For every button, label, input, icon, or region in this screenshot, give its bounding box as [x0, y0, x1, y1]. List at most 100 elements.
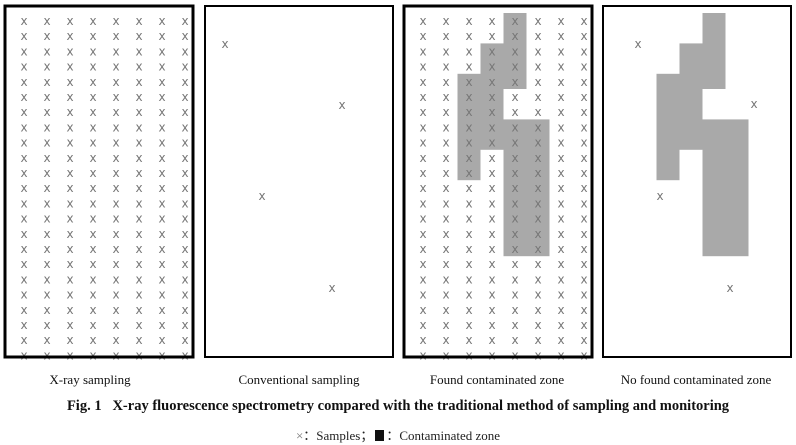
sample-mark: x [442, 181, 449, 195]
sample-mark: x [20, 75, 27, 89]
sample-mark: x [465, 272, 472, 286]
sample-mark: x [557, 166, 564, 180]
sample-mark: x [488, 90, 495, 104]
sample-mark: x [534, 75, 541, 89]
sample-mark: x [580, 166, 587, 180]
sample-mark: x [580, 120, 587, 134]
sample-mark: x [43, 75, 50, 89]
sample-mark: x [488, 151, 495, 165]
sample-mark: x [419, 60, 426, 74]
sample-mark: x [89, 105, 96, 119]
panel-background [5, 6, 193, 357]
sample-mark: x [135, 181, 142, 195]
sample-mark: x [580, 257, 587, 271]
sample-mark: x [511, 303, 518, 317]
sample-mark: x [158, 272, 165, 286]
sample-mark: x [557, 14, 564, 28]
sample-symbol: × [295, 428, 304, 443]
sample-mark: x [66, 303, 73, 317]
sample-mark: x [135, 60, 142, 74]
panel-border [402, 4, 594, 359]
panel-4: x x x x [602, 5, 792, 358]
sample-mark: x [419, 90, 426, 104]
sample-mark: x [580, 14, 587, 28]
sample-mark: x [89, 303, 96, 317]
sample-mark: x [112, 196, 119, 210]
sample-mark: x [534, 348, 541, 362]
sample-mark: x [135, 257, 142, 271]
sample-mark: x [534, 120, 541, 134]
sample-mark: x [534, 242, 541, 256]
contaminated-zone-cell [656, 73, 680, 181]
sample-mark: x [488, 44, 495, 58]
sample-mark: x [135, 318, 142, 332]
sample-mark: x [534, 288, 541, 302]
sample-mark: x [557, 44, 564, 58]
contaminated-zone-cell [725, 119, 749, 257]
sample-mark: x [580, 196, 587, 210]
sample-mark: x [112, 348, 119, 362]
panel-border [3, 4, 195, 359]
sample-mark: x [89, 151, 96, 165]
sample-mark: x [66, 181, 73, 195]
sample-mark: x [465, 151, 472, 165]
sample-mark: x [465, 348, 472, 362]
sample-mark: x [511, 181, 518, 195]
sample-mark: x [66, 60, 73, 74]
sample-mark: x [534, 272, 541, 286]
sample-mark: x [135, 136, 142, 150]
sample-mark: x [66, 288, 73, 302]
sample-mark: x [112, 75, 119, 89]
sample-mark: x [442, 29, 449, 43]
sample-mark: x [66, 242, 73, 256]
sample-mark: x [488, 257, 495, 271]
sample-mark: x [419, 242, 426, 256]
sample-mark: x [20, 272, 27, 286]
legend-zone: ：Contaminated zone [386, 428, 501, 443]
sample-mark: x [442, 90, 449, 104]
sample-mark: x [488, 29, 495, 43]
sample-mark: x [89, 212, 96, 226]
sample-mark: x [511, 75, 518, 89]
sample-mark: x [112, 318, 119, 332]
panel-border [204, 5, 394, 358]
sample-mark: x [557, 288, 564, 302]
sample-mark: x [488, 348, 495, 362]
sample-mark: x [442, 166, 449, 180]
sample-mark: x [43, 212, 50, 226]
sample-mark: x [465, 227, 472, 241]
sample-mark: x [419, 257, 426, 271]
sample-mark: x [511, 212, 518, 226]
sample-mark: x [20, 196, 27, 210]
sample-mark: x [419, 303, 426, 317]
sample-mark: x [511, 151, 518, 165]
sample-mark: x [66, 29, 73, 43]
sample-mark: x [135, 272, 142, 286]
sample-mark: x [66, 196, 73, 210]
sample-mark: x [181, 196, 188, 210]
sample-mark: x [112, 151, 119, 165]
sample-mark: x [89, 318, 96, 332]
contaminated-zone-cell [503, 13, 527, 89]
sample-mark: x [135, 227, 142, 241]
sample-mark: x [112, 105, 119, 119]
sample-mark: x [43, 257, 50, 271]
sample-mark: x [181, 212, 188, 226]
sample-mark: x [534, 166, 541, 180]
sample-mark: x [488, 120, 495, 134]
sample-mark: x [511, 90, 518, 104]
legend: ×：Samples； ：Contaminated zone [0, 425, 796, 444]
sample-mark: x [511, 196, 518, 210]
sample-mark: x [158, 333, 165, 347]
sample-mark: x [656, 189, 663, 203]
sample-mark: x [488, 196, 495, 210]
sample-mark: x [158, 44, 165, 58]
sample-mark: x [750, 97, 757, 111]
sample-mark: x [580, 44, 587, 58]
sample-mark: x [557, 333, 564, 347]
sample-mark: x [112, 90, 119, 104]
sample-mark: x [557, 120, 564, 134]
sample-mark: x [181, 120, 188, 134]
sample-mark: x [419, 196, 426, 210]
sample-mark: x [135, 44, 142, 58]
